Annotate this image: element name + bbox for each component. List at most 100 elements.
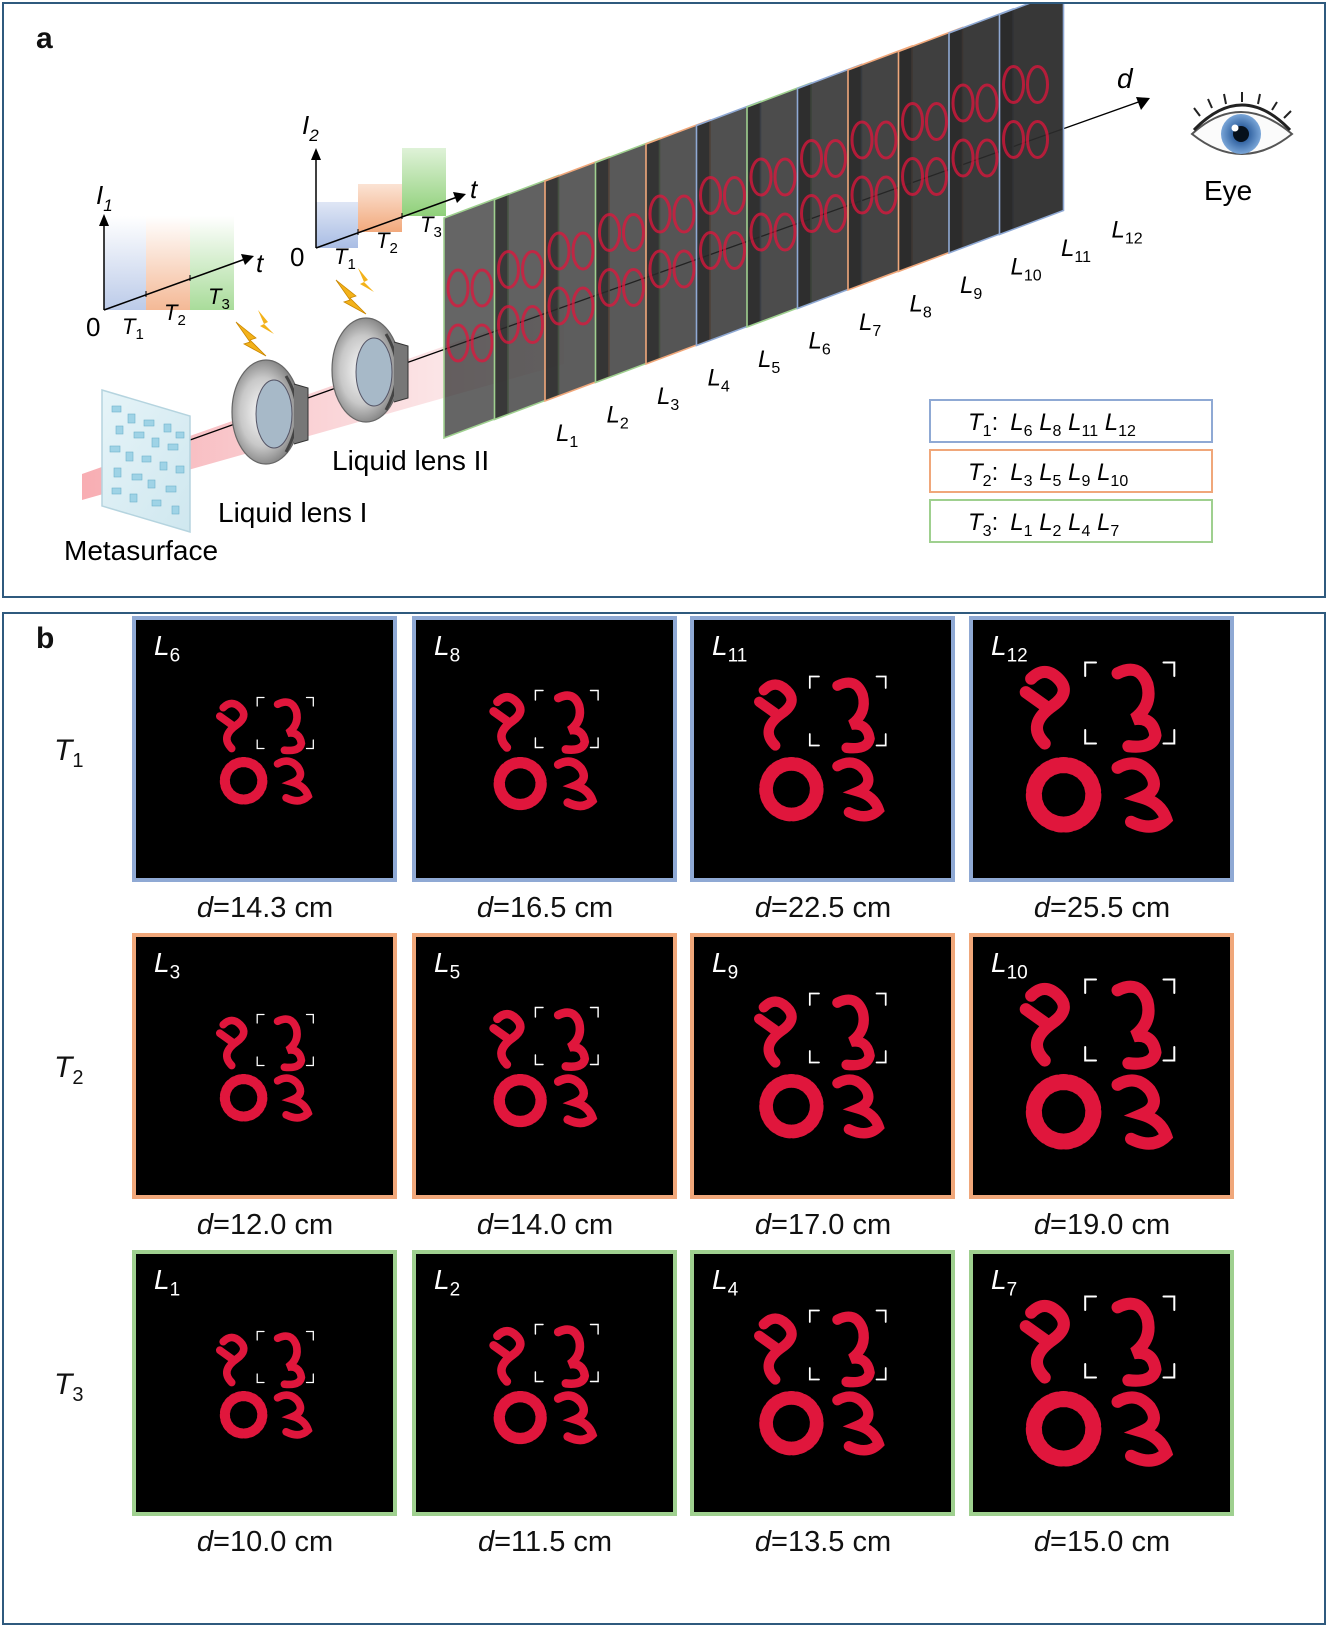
plot2-tick-2: T2 (376, 228, 398, 257)
eye-icon (1190, 92, 1294, 155)
hologram-tile-l9: L9 (690, 933, 955, 1199)
panel-b-label: b (36, 622, 55, 655)
tile-label-l9: L9 (712, 947, 739, 984)
hologram-tile-l5: L5 (412, 933, 677, 1199)
plane-label-6: L6 (809, 328, 831, 359)
legend-box-t3 (929, 499, 1213, 543)
plane-label-5: L5 (758, 346, 780, 377)
lens2-label: Liquid lens II (332, 445, 489, 476)
tile-label-l2: L2 (434, 1264, 461, 1301)
metasurface-label: Metasurface (64, 535, 218, 566)
hologram-tile-l12: L12 (969, 616, 1234, 882)
plane-label-8: L8 (910, 291, 932, 322)
tile-label-l12: L12 (991, 630, 1028, 667)
image-plane-5 (645, 118, 711, 366)
hologram-tile-l3: L3 (132, 933, 397, 1199)
legend-text-t3: T3: L1 L2 L4 L7 (968, 509, 1119, 540)
image-plane-6 (695, 100, 762, 347)
plot1-y-axis: I1 (96, 180, 113, 215)
lightning-icon-1 (235, 310, 274, 357)
hologram-image (215, 1013, 314, 1122)
eye-label: Eye (1204, 175, 1252, 206)
hologram-image (1019, 661, 1176, 833)
tile-label-l1: L1 (154, 1264, 181, 1301)
image-plane-10 (897, 26, 964, 273)
plane-label-1: L1 (556, 420, 578, 451)
plot1-tick-3: T3 (208, 284, 230, 313)
tile-label-l6: L6 (154, 630, 181, 667)
hologram-image (1019, 978, 1176, 1150)
distance-caption-l10: d=19.0 cm (1033, 1209, 1171, 1241)
plane-label-12: L12 (1112, 217, 1143, 248)
tile-label-l5: L5 (434, 947, 461, 984)
image-plane-2 (493, 174, 560, 421)
plane-label-3: L3 (657, 383, 679, 414)
lightning-icon-2 (335, 268, 374, 315)
panel-a: a (2, 0, 1326, 598)
distance-caption-l12: d=25.5 cm (1033, 892, 1171, 924)
distance-caption-l4: d=13.5 cm (754, 1526, 892, 1558)
axis-d-label: d (1117, 63, 1134, 94)
hologram-tile-l10: L10 (969, 933, 1234, 1199)
hologram-tile-l7: L7 (969, 1250, 1234, 1516)
hologram-image (489, 1006, 599, 1128)
legend-text-t1: T1: L6 L8 L11 L12 (968, 409, 1136, 440)
plot2-x-axis: t (470, 174, 479, 204)
image-planes (443, 0, 1065, 440)
hologram-image (215, 696, 314, 805)
tile-label-l3: L3 (154, 947, 181, 984)
hologram-tile-l1: L1 (132, 1250, 397, 1516)
intensity-plot-2: 0 I2 t T1 T2 T3 (290, 110, 479, 273)
liquid-lens-1 (231, 359, 309, 465)
plane-label-11: L11 (1061, 235, 1091, 266)
image-plane-labels: L12 L11 L10 L9 L8 L7 L6 L5 L4 L3 L2 L1 (556, 217, 1143, 452)
distance-caption-l6: d=14.3 cm (196, 892, 334, 924)
liquid-lens-2 (331, 317, 409, 423)
plane-label-7: L7 (859, 309, 881, 340)
tile-label-l11: L11 (712, 630, 748, 667)
distance-caption-l7: d=15.0 cm (1033, 1526, 1171, 1558)
tile-label-l10: L10 (991, 947, 1028, 984)
tile-label-l8: L8 (434, 630, 461, 667)
axis-d-arrow (1136, 97, 1150, 110)
plot2-tick-1: T1 (334, 244, 356, 273)
row-label-t2: T2 (54, 1051, 84, 1089)
distance-caption-l2: d=11.5 cm (477, 1526, 613, 1558)
image-plane-4 (594, 137, 661, 384)
hologram-tile-l2: L2 (412, 1250, 677, 1516)
plane-label-10: L10 (1011, 254, 1042, 285)
distance-caption-l3: d=12.0 cm (196, 1209, 334, 1241)
legend-text-t2: T2: L3 L5 L9 L10 (968, 459, 1128, 490)
plot2-tick-3: T3 (420, 212, 442, 241)
lens1-label: Liquid lens I (218, 497, 367, 528)
legend-box-t1 (929, 399, 1213, 443)
schematic-diagram: d L12 L11 L10 L9 L8 L7 L6 L5 L4 L3 L2 L1 Metasurfac… (64, 0, 1294, 566)
distance-caption-l11: d=22.5 cm (754, 892, 892, 924)
plot2-origin: 0 (290, 242, 304, 272)
hologram-image (754, 992, 887, 1139)
legend-box-t2 (929, 449, 1213, 493)
hologram-image (1019, 1295, 1176, 1467)
hologram-tile-l11: L11 (690, 616, 955, 882)
tile-label-l4: L4 (712, 1264, 739, 1301)
hologram-image (215, 1330, 314, 1439)
hologram-image (489, 689, 599, 811)
row-label-t1: T1 (54, 734, 84, 772)
panel-a-label: a (36, 22, 53, 55)
plane-label-2: L2 (607, 402, 629, 433)
panel-b: b L6 d=14.3 cm L8 d=16.5 cm L11 d=22.5 cm L12 d… (2, 612, 1326, 1625)
plane-label-9: L9 (960, 272, 982, 303)
plot1-tick-1: T1 (122, 314, 144, 343)
intensity-plot-1: 0 I1 t T1 T2 T3 (86, 180, 265, 343)
distance-caption-l5: d=14.0 cm (476, 1209, 614, 1241)
distance-caption-l8: d=16.5 cm (476, 892, 614, 924)
distance-caption-l1: d=10.0 cm (196, 1526, 334, 1558)
tile-label-l7: L7 (991, 1264, 1018, 1301)
time-slot-legend: T1: L6 L8 L11 L12 T2: L3 L5 L9 L10 T3: L… (929, 399, 1213, 543)
hologram-tile-l4: L4 (690, 1250, 955, 1516)
distance-caption-l9: d=17.0 cm (754, 1209, 892, 1241)
hologram-image (489, 1323, 599, 1445)
hologram-tile-l8: L8 (412, 616, 677, 882)
hologram-image (754, 1309, 887, 1456)
plot1-x-axis: t (256, 248, 265, 278)
